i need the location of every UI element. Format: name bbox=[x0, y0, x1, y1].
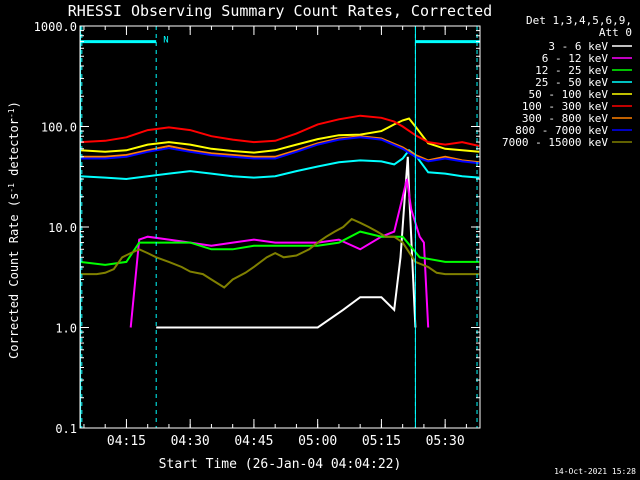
legend-label-5: 100 - 300 keV bbox=[522, 100, 608, 113]
y-tick-label: 100.0 bbox=[41, 121, 77, 135]
legend-label-0: 3 - 6 keV bbox=[548, 40, 608, 53]
x-tick-label: 04:30 bbox=[171, 434, 210, 449]
series-line-5 bbox=[80, 114, 480, 147]
plot-frame bbox=[79, 25, 481, 429]
series-line-4 bbox=[80, 117, 480, 154]
series-line-1 bbox=[129, 178, 430, 328]
footer-timestamp: 14-Oct-2021 15:28 bbox=[554, 467, 636, 476]
y-tick-label: 0.1 bbox=[55, 422, 77, 436]
time-markers: N bbox=[80, 26, 480, 428]
x-tick-label: 04:15 bbox=[107, 434, 146, 449]
series-line-2 bbox=[79, 230, 480, 266]
flag-label: N bbox=[163, 36, 168, 46]
x-tick-label: 05:00 bbox=[298, 434, 337, 449]
series-line-3 bbox=[80, 148, 480, 181]
y-tick-label: 10.0 bbox=[48, 221, 77, 235]
x-tick-label: 05:15 bbox=[362, 434, 401, 449]
legend-label-1: 6 - 12 keV bbox=[542, 52, 609, 65]
legend-label-2: 12 - 25 keV bbox=[535, 64, 608, 77]
axes: 0.1 1.0 10.0 100.0 1000.0 04:15 04:30 04:45 05:0… bbox=[34, 20, 481, 449]
legend-header-attenuator: Att 0 bbox=[599, 26, 632, 39]
legend-label-7: 800 - 7000 keV bbox=[515, 124, 608, 137]
y-axis-label: Corrected Count Rate (s-1 detector-1) bbox=[7, 101, 21, 359]
x-tick-label: 05:30 bbox=[426, 434, 465, 449]
legend-label-6: 300 - 800 keV bbox=[522, 112, 608, 125]
y-tick-label: 1.0 bbox=[55, 322, 77, 336]
legend-header-detectors: Det 1,3,4,5,6,9, bbox=[526, 14, 632, 27]
x-axis-label: Start Time (26-Jan-04 04:04:22) bbox=[159, 457, 402, 472]
y-tick-label: 1000.0 bbox=[34, 20, 77, 34]
series-lines bbox=[79, 114, 480, 329]
legend-label-4: 50 - 100 keV bbox=[529, 88, 609, 101]
series-line-6 bbox=[80, 135, 480, 164]
series-line-8 bbox=[80, 217, 480, 289]
x-tick-label: 04:45 bbox=[234, 434, 273, 449]
chart-title: RHESSI Observing Summary Count Rates, Co… bbox=[68, 2, 492, 20]
series-line-7 bbox=[80, 136, 480, 165]
legend-label-8: 7000 - 15000 keV bbox=[502, 136, 608, 149]
legend-label-3: 25 - 50 keV bbox=[535, 76, 608, 89]
